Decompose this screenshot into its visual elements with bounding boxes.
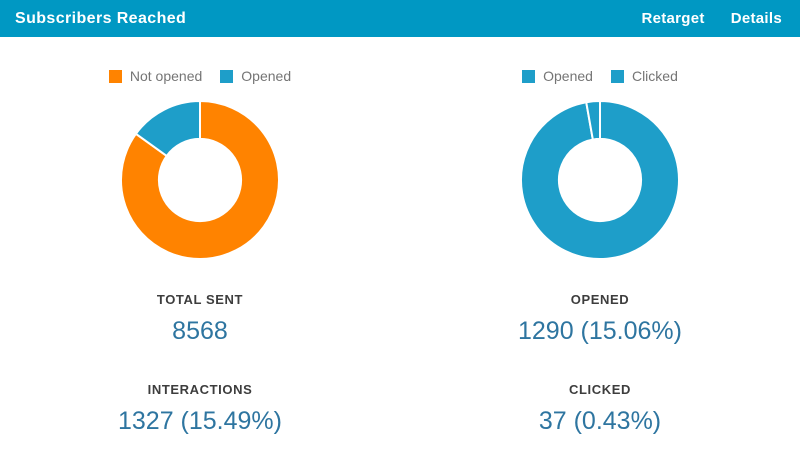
legend-label-opened-right: Opened [543, 68, 593, 84]
engagement-chart-legend: Opened Clicked [522, 68, 678, 84]
widget-header: Subscribers Reached Retarget Details [0, 0, 800, 37]
clicked-value: 37 (0.43%) [538, 407, 662, 435]
total-sent-stat: TOTAL SENT 8568 [157, 292, 243, 346]
sent-column: Not opened Opened TOTAL SENT 8568 INTERA… [0, 37, 400, 436]
total-sent-value: 8568 [172, 317, 228, 345]
legend-item-not-opened: Not opened [108, 68, 203, 84]
interactions-label: INTERACTIONS [147, 382, 253, 397]
page-title: Subscribers Reached [15, 9, 187, 27]
opened-label: OPENED [570, 292, 630, 307]
opened-right-swatch-icon [522, 69, 536, 83]
legend-label-clicked: Clicked [631, 68, 678, 84]
pie-slice-opened[interactable] [520, 100, 680, 260]
opened-swatch-icon [220, 69, 234, 83]
not-opened-swatch-icon [108, 69, 122, 83]
engagement-donut-chart[interactable] [517, 97, 683, 263]
interactions-stat: INTERACTIONS 1327 (15.49%) [118, 382, 282, 436]
legend-label-not-opened: Not opened [129, 68, 203, 84]
pie-slice-clicked[interactable] [585, 100, 601, 141]
retarget-button[interactable]: Retarget [641, 10, 705, 27]
pie-slice-opened[interactable] [134, 100, 201, 157]
interactions-value: 1327 (15.49%) [117, 407, 282, 435]
sent-donut-chart[interactable] [117, 97, 283, 263]
opened-stat: OPENED 1290 (15.06%) [518, 292, 682, 346]
clicked-label: CLICKED [569, 382, 631, 397]
charts-area: Not opened Opened TOTAL SENT 8568 INTERA… [0, 37, 800, 436]
sent-chart-legend: Not opened Opened [108, 68, 291, 84]
clicked-stat: CLICKED 37 (0.43%) [539, 382, 661, 436]
details-button[interactable]: Details [730, 10, 782, 27]
total-sent-label: TOTAL SENT [156, 292, 244, 307]
legend-item-opened-right: Opened [522, 68, 593, 84]
pie-slice-not-opened[interactable] [120, 100, 280, 260]
legend-label-opened: Opened [241, 68, 292, 84]
engagement-column: Opened Clicked OPENED 1290 (15.06%) CLIC… [400, 37, 800, 436]
header-actions: Retarget Details [641, 10, 782, 27]
clicked-swatch-icon [610, 69, 624, 83]
legend-item-opened: Opened [220, 68, 291, 84]
opened-value: 1290 (15.06%) [517, 317, 682, 345]
legend-item-clicked: Clicked [610, 68, 678, 84]
